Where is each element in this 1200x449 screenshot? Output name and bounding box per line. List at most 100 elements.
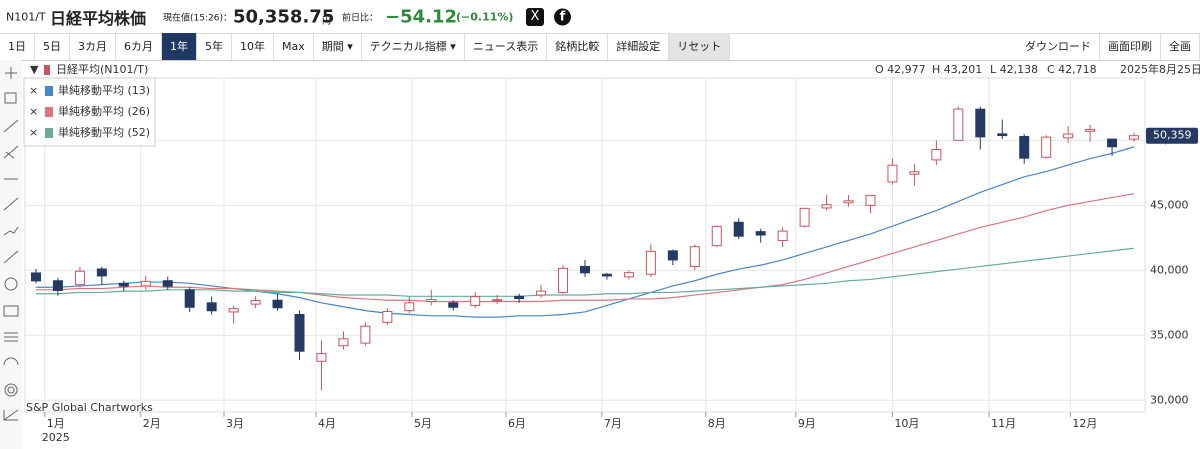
facebook-icon[interactable]: f <box>554 8 571 25</box>
menu-button[interactable]: リセット <box>669 33 731 60</box>
menu-button[interactable]: ニュース表示 <box>465 33 548 60</box>
symbol: 日経平均(N101/T) <box>56 63 148 76</box>
candle-body <box>689 246 700 267</box>
name: 日経平均株価 <box>50 8 147 28</box>
candle <box>272 293 283 311</box>
candle-body <box>1041 136 1052 158</box>
change: −54.12 <box>385 6 458 27</box>
candle-body <box>118 282 129 287</box>
candle-body <box>799 207 810 227</box>
period-button[interactable]: 5日 <box>35 33 70 60</box>
candle <box>689 244 700 271</box>
candle-body <box>623 272 634 278</box>
candle-body <box>931 148 942 161</box>
candle <box>887 158 898 185</box>
candle-body <box>492 299 503 302</box>
period-button[interactable]: Max <box>274 33 314 60</box>
period-button[interactable]: 1年 <box>162 33 197 60</box>
candle <box>865 194 876 214</box>
legend-remove[interactable]: × <box>29 84 38 97</box>
period-button[interactable]: 3カ月 <box>70 33 116 60</box>
candle-body <box>580 265 590 274</box>
change-pct: (−0.11%) <box>456 10 514 23</box>
collapse-icon[interactable]: ▼ <box>30 63 39 76</box>
candle-body <box>140 280 151 287</box>
x-tick-label: 6月 <box>508 417 526 430</box>
legend-remove[interactable]: × <box>29 126 38 139</box>
ohlc-open: O 42,977 <box>875 63 926 76</box>
candle-body <box>1019 135 1030 159</box>
x-tick-label: 10月 <box>894 417 919 430</box>
candle-body <box>865 194 876 206</box>
candle <box>1085 124 1096 142</box>
ma-line <box>35 193 1135 303</box>
candle <box>1129 132 1140 142</box>
ma-line <box>35 247 1135 297</box>
candle <box>536 284 547 298</box>
candle-body <box>777 230 788 241</box>
legend-label: 単純移動平均 (13) <box>58 83 150 97</box>
candle <box>975 106 986 150</box>
candle <box>382 308 393 325</box>
ohlc-close: C 42,718 <box>1047 63 1097 76</box>
candle <box>448 300 459 311</box>
candle-body <box>536 290 547 296</box>
x-tick-label: 11月 <box>991 417 1016 430</box>
candle-body <box>404 302 415 312</box>
action-button[interactable]: ダウンロード <box>1017 33 1100 60</box>
candle-body <box>645 250 656 275</box>
candle <box>997 119 1008 140</box>
candle-body <box>755 231 766 236</box>
candle-body <box>52 280 63 291</box>
period-button[interactable]: 1日 <box>0 33 35 60</box>
candle <box>711 225 722 247</box>
menu-button[interactable]: 銘柄比較 <box>547 33 609 60</box>
header: N101/T 日経平均株価 現在値(15:26)： 50,358.75 円 前日… <box>0 0 1200 34</box>
candle-body <box>272 299 283 309</box>
candle <box>1041 135 1052 159</box>
tool-column <box>0 60 22 449</box>
legend-label: 単純移動平均 (52) <box>58 125 150 139</box>
last-value-label: 50,359 <box>1153 129 1192 142</box>
tool-icons <box>3 67 19 421</box>
unit: 円 <box>322 16 332 27</box>
candle-body <box>667 250 678 261</box>
candle <box>953 106 964 141</box>
period-button[interactable]: 6カ月 <box>116 33 162 60</box>
candle <box>601 272 612 280</box>
candle-body <box>228 308 239 313</box>
menu-button[interactable]: 期間 ▾ <box>314 33 362 60</box>
candle-body <box>821 204 832 209</box>
period-button[interactable]: 5年 <box>197 33 232 60</box>
candle-body <box>470 296 481 306</box>
candle <box>1063 126 1074 143</box>
candle-body <box>1107 138 1118 148</box>
grid <box>24 77 1146 413</box>
candle <box>30 269 41 284</box>
menu-button[interactable]: 詳細設定 <box>608 33 670 60</box>
candle-body <box>426 299 437 303</box>
menu-button[interactable]: テクニカル指標 ▾ <box>362 33 465 60</box>
candle-body <box>360 325 371 344</box>
candle <box>294 310 305 361</box>
candle <box>623 270 634 280</box>
candle-body <box>514 295 525 300</box>
candle-body <box>997 133 1008 137</box>
candle-body <box>1129 135 1140 140</box>
candle <box>580 259 590 277</box>
period-button[interactable]: 10年 <box>232 33 274 60</box>
action-button[interactable]: 画面印刷 <box>1100 33 1161 60</box>
candle <box>470 292 481 309</box>
candle <box>843 194 854 207</box>
last-value-box <box>1146 127 1198 144</box>
action-button[interactable]: 全画 <box>1161 33 1200 60</box>
price-label: 現在値(15:26)： <box>163 13 232 23</box>
x-icon[interactable]: X <box>526 7 544 26</box>
x-tick-label: 4月 <box>318 417 336 430</box>
candle <box>162 276 173 290</box>
x-tick-label: 9月 <box>798 417 816 430</box>
candle-body <box>294 314 305 352</box>
candle-body <box>1085 128 1096 132</box>
legend-remove[interactable]: × <box>29 105 38 118</box>
